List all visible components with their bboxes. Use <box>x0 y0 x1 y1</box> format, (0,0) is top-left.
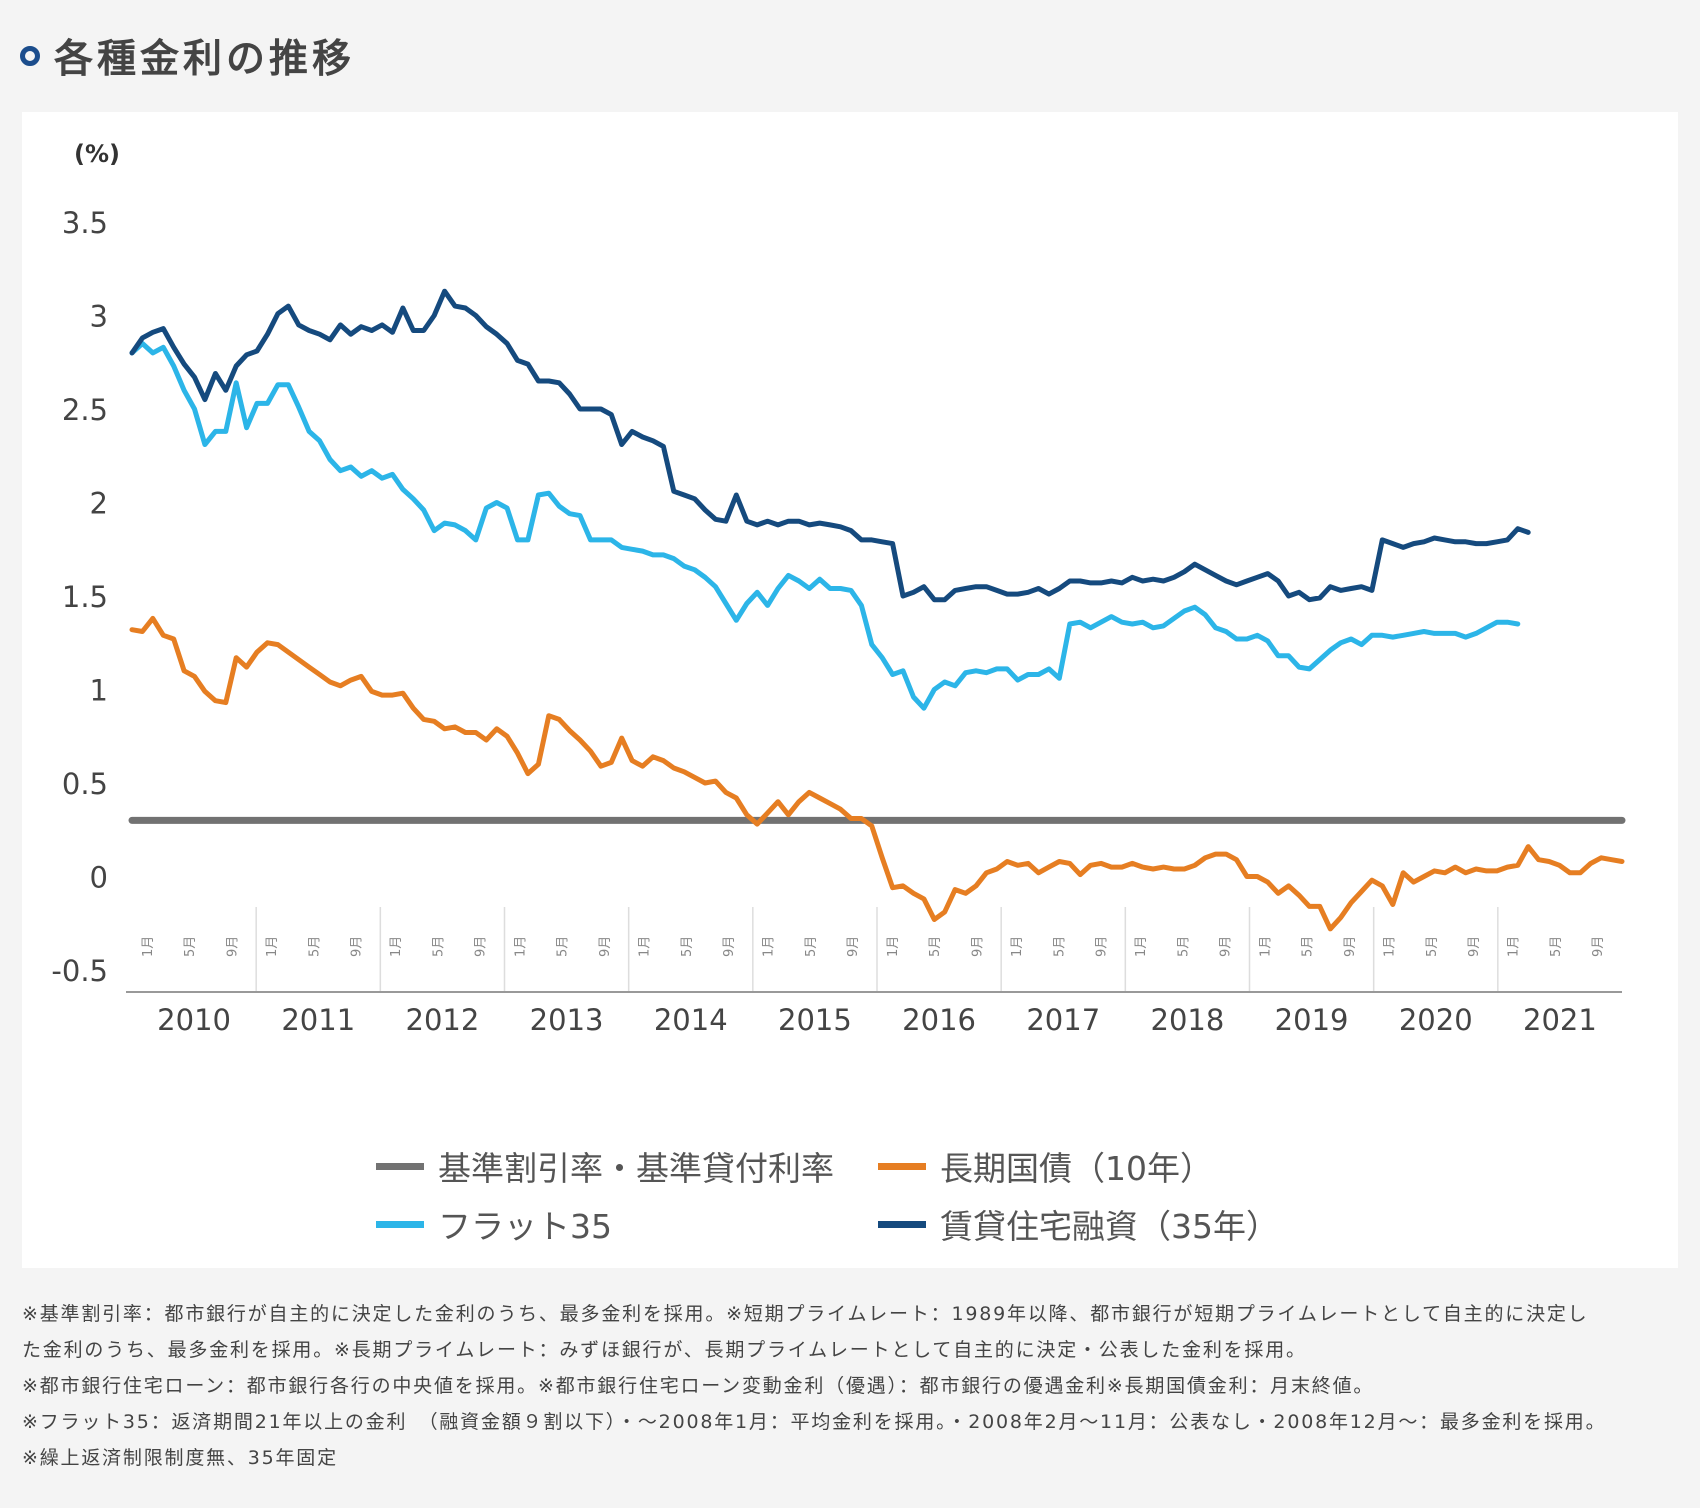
footnote-line: ※フラット35：返済期間21年以上の金利 （融資金額９割以下）・～2008年1月… <box>22 1411 1607 1433</box>
month-tick-label: 9月 <box>598 936 613 957</box>
legend-label-flat35: フラット35 <box>438 1207 612 1246</box>
section-heading: 各種金利の推移 <box>20 28 355 84</box>
month-tick-label: 9月 <box>1591 936 1606 957</box>
month-tick-label: 5月 <box>1549 936 1564 957</box>
x-year-label: 2015 <box>778 1003 852 1037</box>
month-tick-label: 1月 <box>886 936 901 957</box>
month-tick-label: 5月 <box>431 936 446 957</box>
circle-bullet-icon <box>20 46 40 66</box>
month-tick-label: 9月 <box>350 936 365 957</box>
month-tick-label: 5月 <box>1425 936 1440 957</box>
x-year-label: 2017 <box>1026 1003 1100 1037</box>
x-year-label: 2013 <box>530 1003 604 1037</box>
month-tick-label: 1月 <box>1134 936 1149 957</box>
month-tick-label: 9月 <box>722 936 737 957</box>
x-year-label: 2011 <box>281 1003 355 1037</box>
x-year-label: 2019 <box>1275 1003 1349 1037</box>
month-tick-label: 5月 <box>928 936 943 957</box>
month-tick-label: 9月 <box>1467 936 1482 957</box>
month-tick-label: 9月 <box>970 936 985 957</box>
month-tick-label: 1月 <box>1010 936 1025 957</box>
section-title: 各種金利の推移 <box>54 37 356 82</box>
series-line-bank <box>129 288 1531 603</box>
y-tick-label: 1 <box>90 674 108 708</box>
y-tick-label: 3.5 <box>62 206 108 240</box>
month-tick-label: 9月 <box>474 936 489 957</box>
month-tick-label: 9月 <box>225 936 240 957</box>
month-tick-label: 1月 <box>1383 936 1398 957</box>
footnote-line: ※都市銀行住宅ローン：都市銀行各行の中央値を採用。※都市銀行住宅ローン変動金利（… <box>22 1375 1375 1397</box>
x-year-label: 2012 <box>406 1003 480 1037</box>
month-tick-label: 5月 <box>307 936 322 957</box>
x-year-label: 2014 <box>654 1003 728 1037</box>
x-year-label: 2020 <box>1399 1003 1473 1037</box>
y-tick-label: 2 <box>90 487 108 521</box>
legend-swatch-jgb <box>878 1162 926 1170</box>
month-tick-label: 1月 <box>265 936 280 957</box>
month-tick-label: 5月 <box>680 936 695 957</box>
month-tick-label: 5月 <box>1301 936 1316 957</box>
y-tick-label: 1.5 <box>62 580 108 614</box>
legend-item-flat35: フラット35 <box>376 1200 612 1248</box>
y-axis-unit-label: (%) <box>74 140 120 168</box>
legend-swatch-bank <box>878 1220 926 1228</box>
footnote-line: ※基準割引率：都市銀行が自主的に決定した金利のうち、最多金利を採用。※短期プライ… <box>22 1303 1589 1325</box>
chart-panel: (%) 3.5 3 2.5 2 1.5 1 0.5 0 -0.5 1月 5月 9月 2010 1月 5月 9月 2… <box>22 112 1678 1268</box>
legend-swatch-discount <box>376 1162 424 1170</box>
legend-item-bank: 賃貸住宅融資（35年） <box>878 1200 1279 1248</box>
month-tick-label: 1月 <box>1507 936 1522 957</box>
month-tick-label: 5月 <box>183 936 198 957</box>
month-tick-label: 5月 <box>556 936 571 957</box>
month-tick-label: 9月 <box>1095 936 1110 957</box>
month-tick-label: 5月 <box>1176 936 1191 957</box>
series-line-jgb <box>129 615 1625 932</box>
footnote-line: ※繰上返済制限制度無、35年固定 <box>22 1447 338 1469</box>
legend-swatch-flat35 <box>376 1220 424 1228</box>
x-year-label: 2021 <box>1523 1003 1597 1037</box>
month-tick-label: 1月 <box>141 936 156 957</box>
month-tick-label: 1月 <box>762 936 777 957</box>
chart-legend: 基準割引率・基準貸付利率 長期国債（10年） フラット35 賃貸住宅融資（35年… <box>22 1122 1678 1262</box>
y-tick-label: 2.5 <box>62 393 108 427</box>
footnotes: ※基準割引率：都市銀行が自主的に決定した金利のうち、最多金利を採用。※短期プライ… <box>22 1296 1682 1476</box>
x-year-label: 2018 <box>1151 1003 1225 1037</box>
series-line-flat35 <box>129 341 1521 711</box>
footnote-line: た金利のうち、最多金利を採用。※長期プライムレート：みずほ銀行が、長期プライムレ… <box>22 1339 1307 1361</box>
y-tick-label: 0 <box>90 861 108 895</box>
month-tick-label: 9月 <box>1343 936 1358 957</box>
month-tick-label: 1月 <box>389 936 404 957</box>
y-tick-label: 3 <box>90 300 108 334</box>
legend-label-jgb: 長期国債（10年） <box>940 1149 1213 1188</box>
month-tick-label: 1月 <box>1258 936 1273 957</box>
x-year-label: 2016 <box>902 1003 976 1037</box>
interest-rate-chart: (%) 3.5 3 2.5 2 1.5 1 0.5 0 -0.5 1月 5月 9月 2010 1月 5月 9月 2… <box>51 140 1626 1037</box>
y-tick-label: -0.5 <box>51 954 108 988</box>
month-tick-label: 5月 <box>804 936 819 957</box>
legend-item-discount: 基準割引率・基準貸付利率 <box>376 1142 834 1190</box>
legend-item-jgb: 長期国債（10年） <box>878 1142 1213 1190</box>
y-tick-label: 0.5 <box>62 767 108 801</box>
month-tick-label: 5月 <box>1052 936 1067 957</box>
legend-label-discount: 基準割引率・基準貸付利率 <box>438 1149 834 1188</box>
month-tick-label: 1月 <box>513 936 528 957</box>
x-year-label: 2010 <box>157 1003 231 1037</box>
month-tick-label: 9月 <box>846 936 861 957</box>
legend-label-bank: 賃貸住宅融資（35年） <box>940 1207 1279 1246</box>
month-tick-label: 1月 <box>638 936 653 957</box>
month-tick-label: 9月 <box>1219 936 1234 957</box>
